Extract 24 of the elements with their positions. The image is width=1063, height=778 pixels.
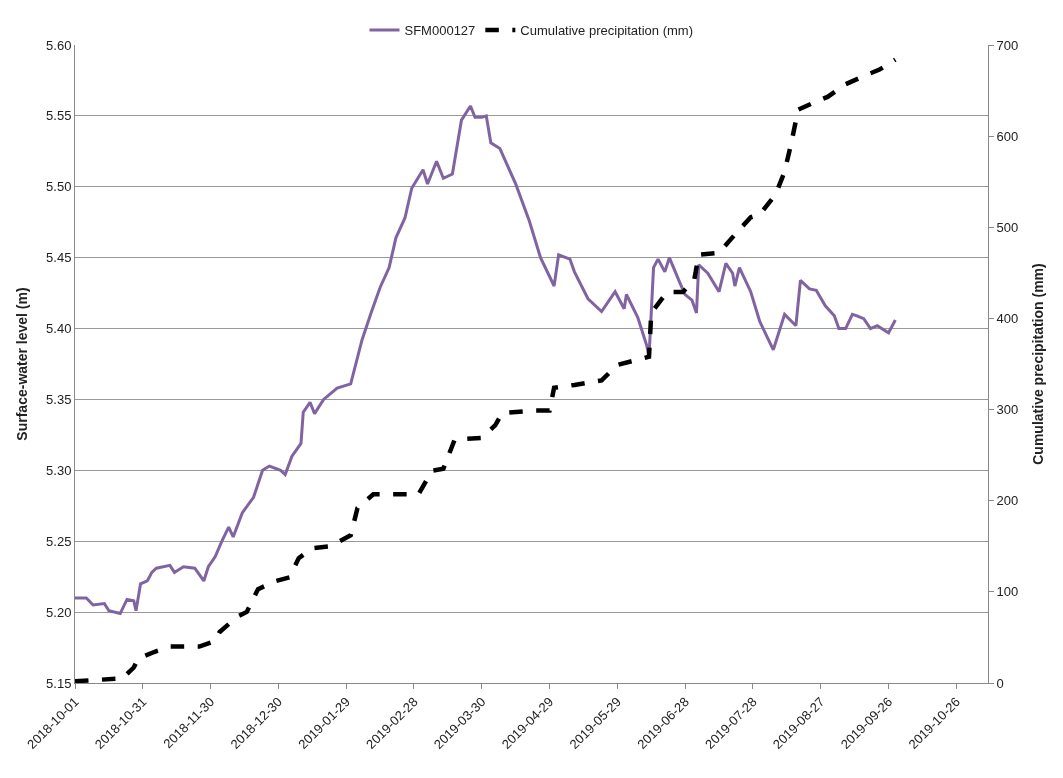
y-tick-label: 5.25 [46, 533, 72, 549]
y2-tick-label: 300 [996, 402, 1019, 418]
y2-tick-label: 200 [996, 493, 1019, 509]
legend-label: Cumulative precipitation (mm) [520, 23, 693, 39]
y-tick-label: 5.40 [46, 321, 72, 337]
y2-tick-label: 500 [996, 219, 1019, 235]
y2-tick-label: 400 [996, 310, 1019, 326]
y-tick-label: 5.15 [46, 675, 72, 691]
y2-tick-label: 100 [996, 584, 1019, 600]
y2-axis-title: Cumulative precipitation (mm) [1029, 263, 1046, 465]
legend-label: SFM000127 [404, 23, 476, 39]
y-tick-label: 5.35 [46, 391, 72, 407]
line-series [75, 104, 897, 616]
y-tick-label: 5.20 [46, 604, 72, 620]
line-series [75, 57, 898, 683]
y-tick-label: 5.30 [46, 462, 72, 478]
y-axis-title: Surface-water level (m) [13, 287, 30, 441]
y2-tick-label: 700 [996, 37, 1019, 53]
y-tick-label: 5.60 [46, 37, 72, 53]
y2-tick-label: 600 [996, 128, 1019, 144]
y-tick-label: 5.55 [46, 108, 72, 124]
y2-tick-label: 0 [996, 675, 1004, 691]
y-tick-label: 5.45 [46, 250, 72, 266]
y-tick-label: 5.50 [46, 179, 72, 195]
